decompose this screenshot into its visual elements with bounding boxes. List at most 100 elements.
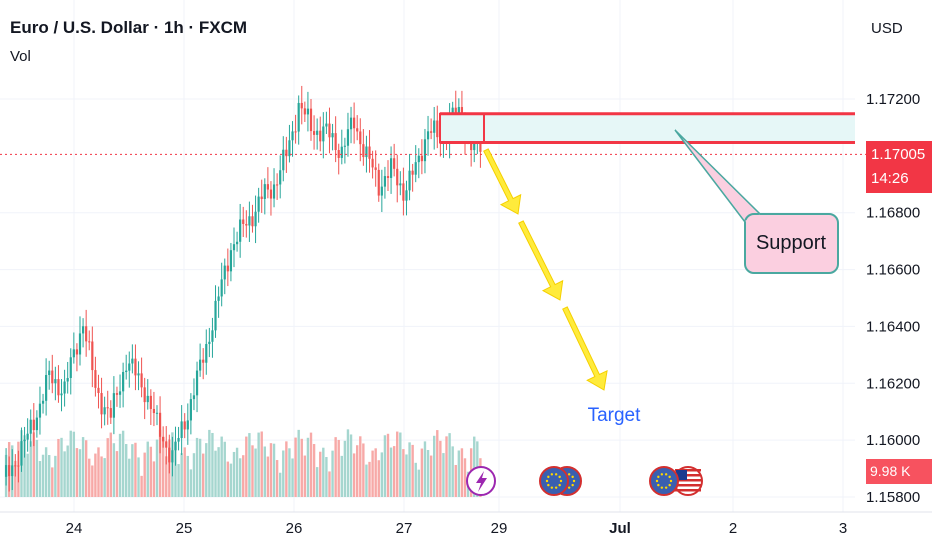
candle-body [399, 183, 402, 186]
volume-bar [460, 448, 464, 497]
volume-bar [463, 458, 467, 497]
symbol-title[interactable]: Euro / U.S. Dollar · 1h · FXCM [10, 18, 248, 37]
volume-bar [294, 437, 297, 497]
time-tick-label: 29 [491, 520, 508, 537]
currency-label[interactable]: USD [871, 20, 903, 37]
candle-body [229, 250, 233, 272]
candle-body [232, 244, 236, 251]
candle-body [109, 408, 112, 418]
candle-body [306, 108, 310, 115]
eu-star [668, 483, 671, 487]
candle-body [362, 144, 365, 158]
candle-body [396, 168, 399, 186]
time-axis[interactable]: 24 25 26 27 29 Jul 2 3 [0, 511, 932, 537]
volume-bar [131, 444, 134, 497]
lightning-icon[interactable] [466, 466, 496, 496]
volume-bar [211, 432, 214, 497]
volume-bar [128, 458, 131, 497]
volume-bar [26, 453, 29, 497]
candle-body [288, 140, 291, 157]
eu-star [567, 486, 571, 489]
eu-star [554, 486, 558, 489]
volume-bar [137, 457, 140, 497]
candle-body [91, 341, 94, 371]
volume-bar [51, 467, 54, 497]
volume-bar [186, 455, 189, 497]
volume-bar [38, 461, 42, 497]
candle-body [272, 184, 276, 199]
candle-body [368, 146, 371, 159]
candle-body [57, 379, 60, 396]
volume-bar [297, 429, 300, 497]
candle-body [78, 333, 82, 355]
candle-body [11, 465, 14, 477]
us-stripe [675, 474, 701, 477]
candle-body [115, 393, 119, 395]
support-callout: Support [674, 129, 839, 274]
eu-star [571, 483, 574, 487]
volume-bar [69, 430, 72, 497]
candle-body [380, 186, 383, 196]
candle-body [38, 403, 42, 418]
volume-bar [420, 448, 424, 497]
volume-bar [340, 455, 343, 497]
volume-bar [368, 461, 371, 497]
candle-body [131, 358, 134, 364]
event-icons[interactable] [466, 466, 703, 496]
eu-star [664, 486, 668, 489]
volume-bar [371, 450, 374, 497]
volume-bar [226, 461, 230, 497]
candle-body [393, 158, 396, 169]
volume-bar [275, 460, 279, 497]
volume-bar [174, 441, 177, 497]
candle-body [88, 341, 91, 343]
volume-bar [29, 441, 32, 497]
volume-bar [331, 450, 334, 497]
eu-flag-icon[interactable] [539, 466, 569, 496]
candle-body [377, 169, 380, 196]
candle-body [23, 439, 26, 442]
candle-body [158, 412, 162, 437]
time-tick-label: 24 [66, 520, 83, 537]
candle-body [171, 450, 174, 463]
time-tick-label: Jul [609, 520, 631, 537]
price-tick-label: 1.16600 [866, 262, 920, 279]
volume-bar [125, 444, 128, 497]
volume-bar [291, 458, 294, 497]
candle-body [162, 436, 165, 442]
candle-body [346, 129, 350, 146]
candle-body [220, 279, 223, 297]
us-stripe [675, 469, 701, 472]
eu-star [668, 475, 671, 479]
volume-bar [319, 451, 322, 497]
volume-bar [251, 445, 254, 497]
candle-body [14, 465, 17, 467]
volume-bars [4, 429, 482, 497]
candle-body [300, 102, 303, 109]
eu-flag-icon[interactable] [649, 466, 679, 496]
volume-bar [279, 472, 282, 497]
candle-body [97, 387, 100, 394]
candle-body [389, 158, 393, 178]
eu-star [664, 473, 668, 476]
candle-body [75, 349, 79, 355]
candle-body [226, 265, 229, 272]
volume-bar [115, 451, 119, 497]
volume-bar [433, 435, 436, 497]
us-stripe [675, 479, 701, 482]
volume-legend[interactable]: Vol [10, 48, 31, 65]
candle-body [128, 363, 131, 371]
volume-bar [266, 456, 270, 497]
candle-body [371, 158, 374, 168]
price-tick-label: 1.16200 [866, 375, 920, 392]
candle-body [257, 196, 260, 212]
volume-bar [223, 441, 226, 497]
volume-bar [180, 453, 183, 497]
candle-body [106, 407, 109, 409]
price-axis[interactable]: 1.15800 1.16000 1.16200 1.16400 1.16600 1.168… [866, 91, 920, 506]
candle-body [165, 441, 168, 448]
eu-flag-icon-circle [649, 466, 679, 496]
volume-bar [57, 438, 60, 497]
eu-star [550, 486, 554, 489]
